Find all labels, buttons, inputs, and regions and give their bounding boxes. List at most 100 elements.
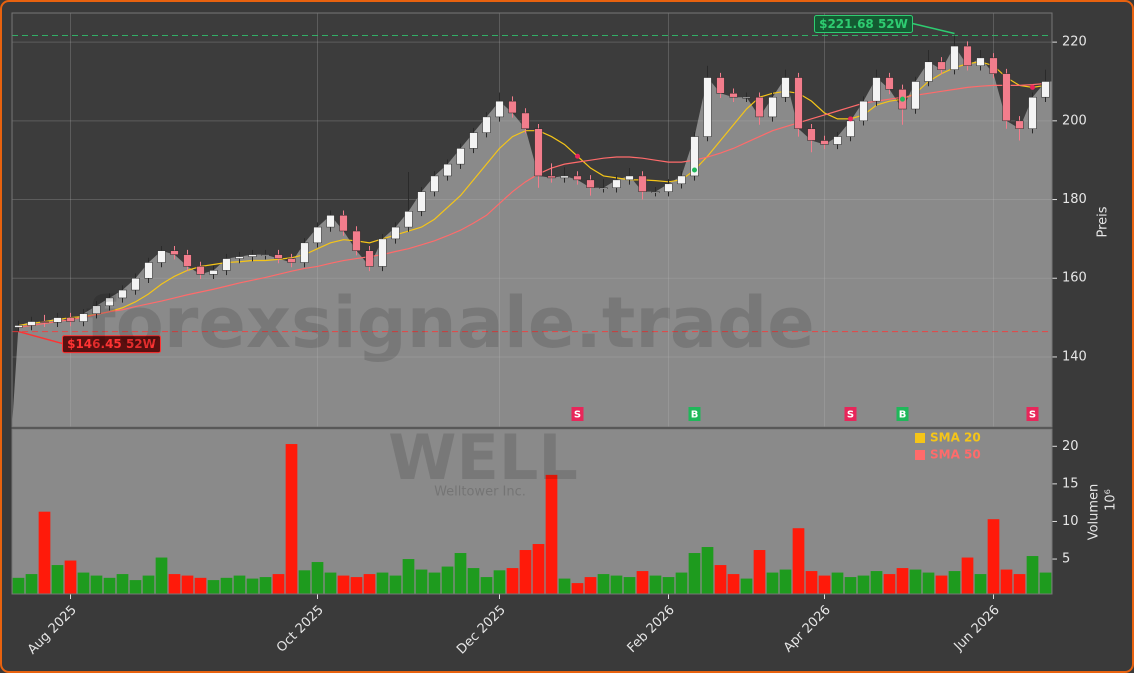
candle-body [443,163,452,177]
volume-bar [974,574,987,594]
volume-bar [168,574,181,594]
candle-body [287,258,296,263]
volume-bar [896,568,909,594]
signal-dot [692,167,697,173]
candle-body [144,262,153,279]
volume-bar [766,572,779,594]
candle-body [222,258,231,271]
volume-bar [1026,556,1039,594]
volume-bar [155,557,168,594]
legend-label: SMA 20 [930,431,981,445]
volume-y-tick-label: 20 [1062,439,1079,454]
volume-bar [831,572,844,594]
volume-bar [90,575,103,594]
candle-body [742,96,751,99]
volume-bar [779,569,792,594]
price-spine [11,12,1053,428]
volume-bar [532,544,545,594]
volume-spine [11,428,1053,595]
volume-bar [428,572,441,594]
annotation-box [62,335,161,354]
volume-bar [64,560,77,594]
volume-bar [948,571,961,594]
volume-bar [1013,574,1026,594]
volume-bar [25,574,38,594]
volume-bar [181,575,194,594]
volume-bar [844,577,857,594]
watermark: forexsignale.trade [85,282,814,364]
candle-body [664,183,673,192]
candle-body [1041,81,1050,98]
candle-body [157,250,166,263]
annotation-arrow [18,330,63,345]
volume-bar [285,444,298,594]
candle-body [586,179,595,188]
volume-y-tick-label: 15 [1062,476,1079,491]
signal-badge [1026,407,1039,421]
signal-badge [844,407,857,421]
signal-dot [1030,84,1035,90]
volume-bar [441,566,454,594]
candle-body [612,179,621,188]
candle-body [911,81,920,110]
volume-bar [506,568,519,594]
candle-body [430,175,439,192]
candle-body [794,77,803,129]
annotation-label: $146.45 52W [67,337,156,351]
volume-bar [701,547,714,594]
volume-panel [12,429,1052,594]
volume-bar [12,577,25,594]
candle-body [534,128,543,177]
volume-bar [415,569,428,594]
candle-body [989,57,998,74]
volume-bar [402,559,415,594]
volume-bar [740,578,753,594]
candle-body [820,140,829,145]
candle-body [326,215,335,228]
candle-body [300,242,309,263]
volume-bar [545,474,558,594]
volume-bar [987,519,1000,594]
candle-body [547,175,556,179]
volume-bar [246,578,259,594]
candle-body [456,148,465,165]
volume-bar [688,553,701,594]
volume-bar [77,572,90,594]
volume-bar [519,550,532,594]
volume-bar [311,562,324,594]
volume-bar [792,528,805,594]
candle-body [66,317,75,322]
volume-bar [259,577,272,594]
candle-body [469,132,478,149]
signal-dot [848,116,853,122]
candle-body [339,215,348,232]
candle-body [352,230,361,251]
volume-bar [909,569,922,594]
volume-bar [480,577,493,594]
signal-badge [896,407,909,421]
candle-body [872,77,881,102]
candle-body [92,305,101,314]
candle-body [1002,73,1011,122]
candle-body [885,77,894,90]
volume-y-tick-label: 10 [1062,514,1079,529]
volume-bar [649,575,662,594]
volume-bar [389,575,402,594]
candle-body [482,116,491,133]
candle-body [976,57,985,66]
signal-label: B [691,410,699,421]
candle-body [625,175,634,181]
volume-bar [727,574,740,594]
volume-bar [103,577,116,594]
volume-bar [870,571,883,594]
volume-bar [857,575,870,594]
candle-body [40,321,49,323]
signal-dot [575,153,580,159]
volume-bar [623,577,636,594]
volume-bar [883,574,896,594]
candle-body [924,61,933,82]
volume-bar [129,580,142,594]
candle-body [716,77,725,94]
y-tick-label: 180 [1062,192,1087,207]
